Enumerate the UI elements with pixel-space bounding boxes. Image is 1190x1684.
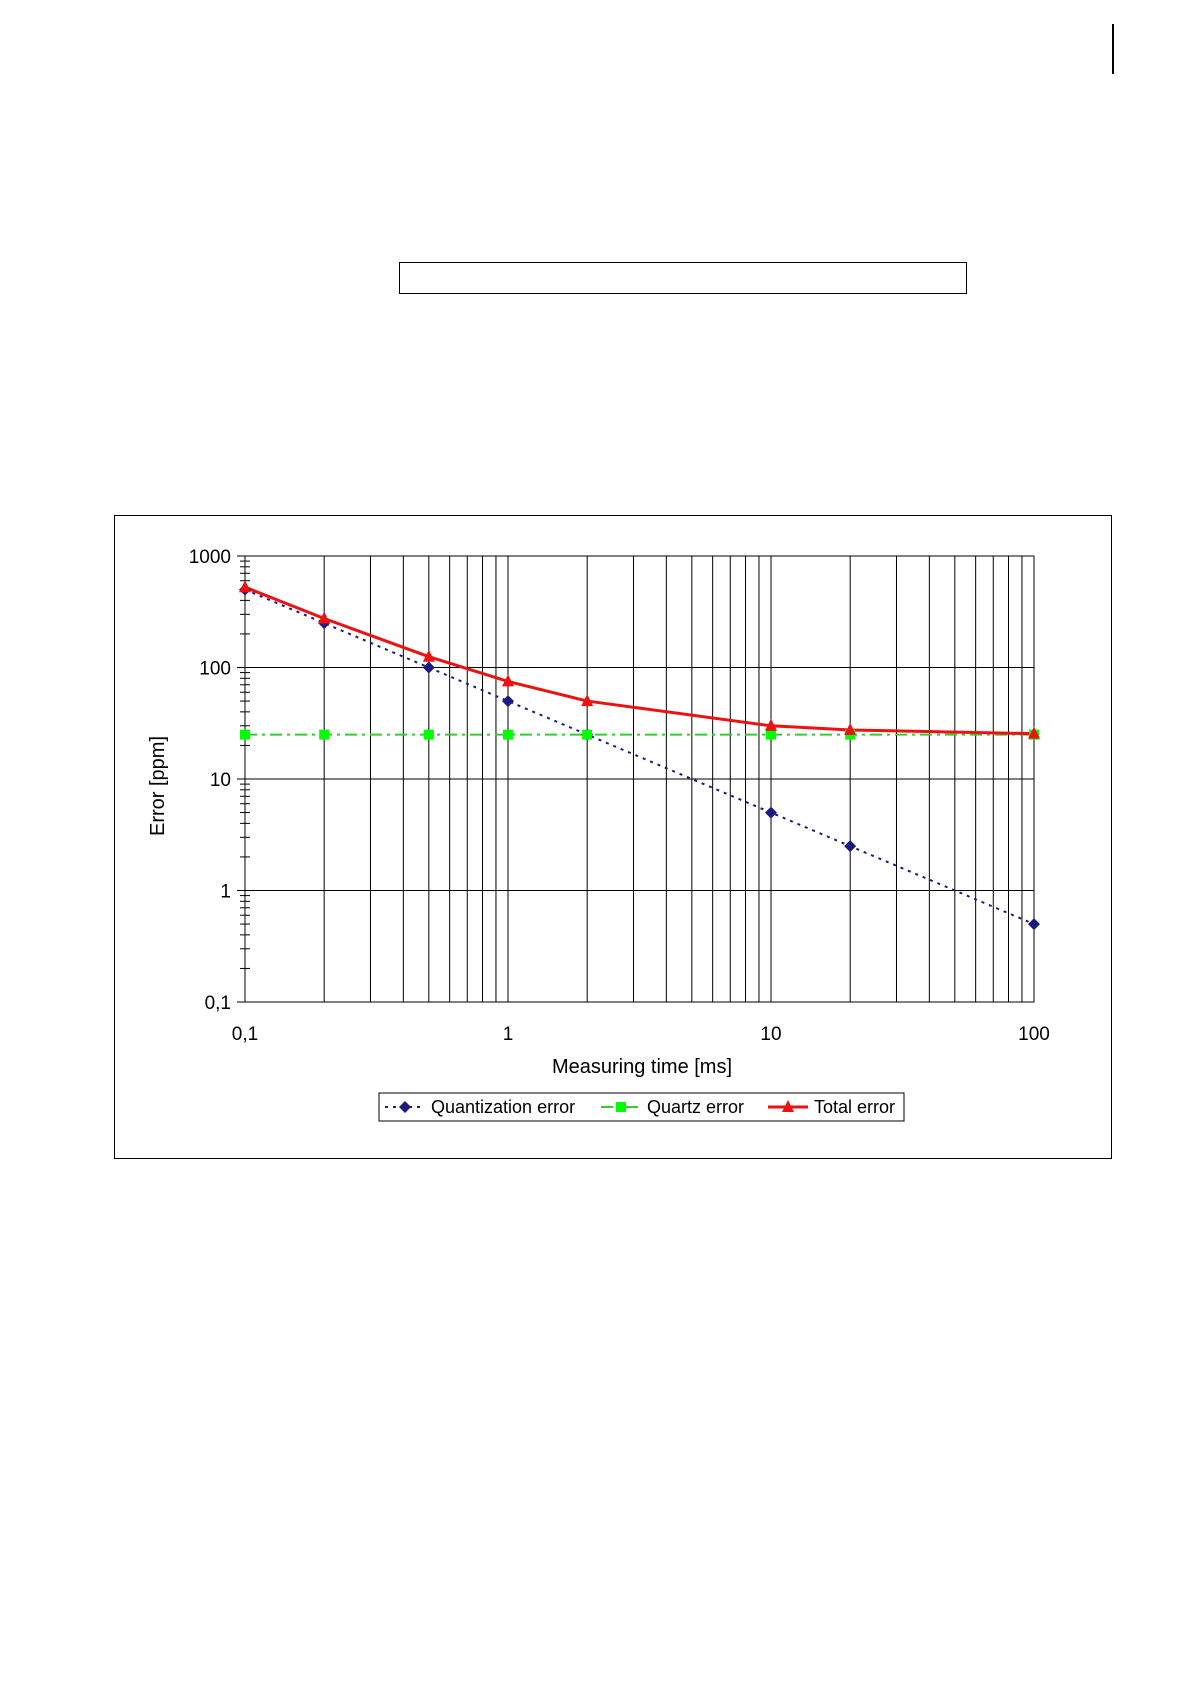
x-tick-label: 1 bbox=[503, 1024, 514, 1045]
x-tick-labels: 0,1 1 10 100 bbox=[232, 1024, 1050, 1045]
y-axis-minor-ticks bbox=[237, 555, 250, 1003]
legend-box bbox=[378, 1092, 905, 1122]
page-edge-mark bbox=[1112, 24, 1114, 74]
caption-box bbox=[399, 262, 967, 294]
quantization-error-marker bbox=[844, 840, 857, 853]
y-tick-label: 1000 bbox=[189, 547, 231, 568]
quantization-error-marker bbox=[422, 661, 435, 674]
total-error-marker bbox=[502, 674, 514, 687]
error-chart: 0,1 1 10 100 1000 0,1 1 10 100 Measuring time [… bbox=[147, 547, 1050, 1122]
quantization-error-marker bbox=[765, 806, 777, 819]
figure-frame: 0,1 1 10 100 1000 0,1 1 10 100 Measuring time [… bbox=[114, 515, 1112, 1159]
total-error-marker bbox=[581, 694, 594, 707]
total-error-marker bbox=[1028, 726, 1040, 739]
total-error-marker bbox=[422, 649, 435, 662]
quartz-error-marker bbox=[423, 729, 434, 740]
quantization-error-marker bbox=[1028, 918, 1040, 931]
quantization-error-marker bbox=[502, 695, 514, 708]
y-tick-label: 100 bbox=[199, 659, 231, 680]
quartz-error-marker bbox=[766, 729, 776, 740]
y-tick-label: 10 bbox=[210, 770, 231, 791]
x-tick-label: 100 bbox=[1018, 1024, 1050, 1045]
legend-label-quantization-error: Quantization error bbox=[431, 1097, 575, 1117]
legend-marker-quantization-error bbox=[399, 1101, 411, 1113]
total-error-marker bbox=[765, 718, 777, 731]
y-tick-labels: 0,1 1 10 100 1000 bbox=[189, 547, 231, 1014]
series-markers bbox=[239, 580, 1040, 931]
total-error-marker bbox=[239, 580, 251, 593]
legend-marker-total-error bbox=[782, 1100, 794, 1112]
y-tick-label: 1 bbox=[220, 882, 231, 903]
quartz-error-marker bbox=[240, 729, 250, 740]
quartz-error-marker bbox=[503, 729, 513, 740]
series-lines bbox=[244, 585, 1035, 925]
quartz-error-marker bbox=[582, 729, 593, 740]
quartz-error-marker bbox=[319, 729, 330, 740]
total-error-marker bbox=[844, 723, 857, 736]
legend-marker-quartz-error bbox=[616, 1102, 626, 1112]
total-error-line bbox=[244, 585, 1035, 736]
x-tick-label: 0,1 bbox=[232, 1024, 258, 1045]
legend: Quantization error Quartz error Total erro… bbox=[378, 1092, 905, 1122]
total-error-marker bbox=[318, 611, 331, 624]
legend-label-total-error: Total error bbox=[814, 1097, 895, 1117]
x-tick-label: 10 bbox=[760, 1024, 781, 1045]
y-tick-label: 0,1 bbox=[205, 993, 231, 1014]
x-axis-title: Measuring time [ms] bbox=[552, 1056, 732, 1078]
y-axis-title: Error [ppm] bbox=[147, 736, 169, 836]
legend-label-quartz-error: Quartz error bbox=[647, 1097, 744, 1117]
quantization-error-line bbox=[244, 588, 1035, 925]
